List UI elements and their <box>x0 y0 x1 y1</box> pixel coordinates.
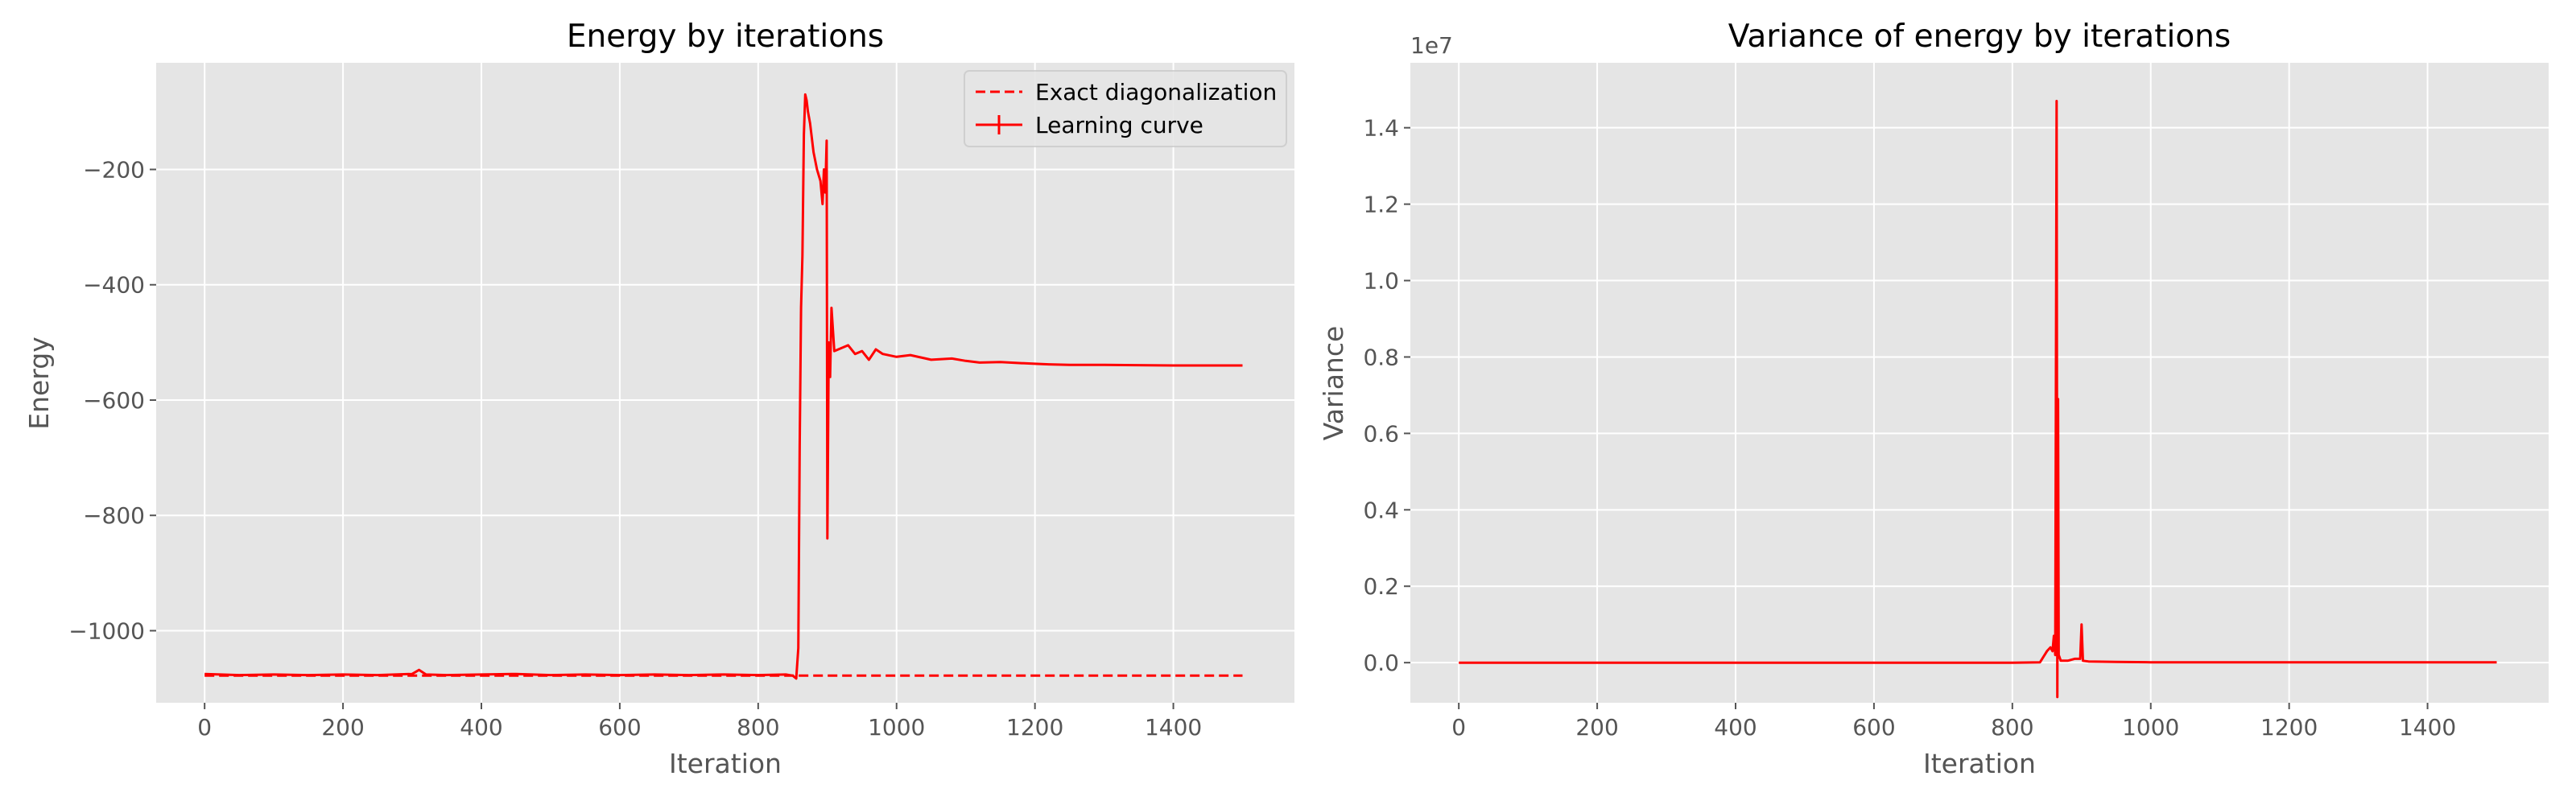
variance-y-tick-label: 1.4 <box>1363 115 1399 142</box>
variance-x-tick-label: 0 <box>1451 714 1466 741</box>
energy-y-tick-label: −400 <box>83 272 145 299</box>
energy-x-axis-label: Iteration <box>669 748 782 779</box>
energy-y-tick-label: −200 <box>83 157 145 184</box>
variance-y-tick-label: 0.4 <box>1363 497 1399 523</box>
energy-gridlines <box>156 63 1294 703</box>
variance-tick-labels: 0 200 400 600 800 1000 1200 1400 0.0 0.2 0.4 0.6 0.8… <box>1363 115 2456 741</box>
energy-x-tick-label: 1000 <box>868 714 925 741</box>
energy-y-tick-label: −1000 <box>68 617 145 644</box>
variance-x-tick-label: 1400 <box>2399 714 2456 741</box>
energy-legend: Exact diagonalization Learning curve <box>964 70 1287 147</box>
variance-y-tick-label: 1.2 <box>1363 192 1399 218</box>
variance-series-group <box>1459 100 2497 699</box>
variance-y-tick-label: 0.8 <box>1363 344 1399 370</box>
legend-box <box>964 70 1287 147</box>
energy-x-tick-label: 1200 <box>1006 714 1063 741</box>
variance-y-axis-label: Variance <box>1318 326 1349 441</box>
variance-x-tick-label: 400 <box>1714 714 1757 741</box>
energy-y-tick-label: −600 <box>83 387 145 414</box>
energy-series-line <box>204 93 1243 680</box>
energy-y-tick-label: −800 <box>83 502 145 529</box>
energy-chart-title: Energy by iterations <box>567 19 884 55</box>
energy-x-tick-label: 200 <box>321 714 364 741</box>
variance-series-line <box>1459 100 2497 699</box>
variance-plot-area <box>1410 63 2549 703</box>
variance-x-tick-label: 1200 <box>2260 714 2318 741</box>
variance-x-tick-label: 1000 <box>2122 714 2179 741</box>
variance-offset-label: 1e7 <box>1410 32 1453 59</box>
energy-plot-area <box>156 63 1294 703</box>
variance-y-tick-label: 1.0 <box>1363 268 1399 295</box>
energy-series-group <box>204 93 1243 680</box>
variance-x-tick-label: 600 <box>1852 714 1895 741</box>
variance-chart-title: Variance of energy by iterations <box>1728 19 2231 55</box>
variance-x-axis-label: Iteration <box>1923 748 2036 779</box>
variance-y-tick-label: 0.2 <box>1363 573 1399 600</box>
energy-x-tick-label: 1400 <box>1145 714 1202 741</box>
energy-x-tick-label: 0 <box>197 714 212 741</box>
variance-chart: 0 200 400 600 800 1000 1200 1400 0.0 0.2 0.4 0.6 0.8… <box>1318 19 2549 779</box>
variance-x-tick-label: 800 <box>1991 714 2033 741</box>
energy-x-tick-label: 400 <box>460 714 502 741</box>
energy-x-tick-label: 800 <box>737 714 779 741</box>
variance-y-tick-label: 0.0 <box>1363 650 1399 676</box>
variance-y-tick-label: 0.6 <box>1363 420 1399 447</box>
energy-chart: 0 200 400 600 800 1000 1200 1400 −1000 −800 −600 −4… <box>23 19 1294 779</box>
legend-exact-label: Exact diagonalization <box>1035 79 1277 105</box>
energy-tick-labels: 0 200 400 600 800 1000 1200 1400 −1000 −800 −600 −4… <box>68 157 1202 741</box>
legend-learning-label: Learning curve <box>1035 112 1203 138</box>
energy-x-tick-label: 600 <box>598 714 641 741</box>
variance-x-tick-label: 200 <box>1575 714 1618 741</box>
energy-y-axis-label: Energy <box>23 336 55 430</box>
